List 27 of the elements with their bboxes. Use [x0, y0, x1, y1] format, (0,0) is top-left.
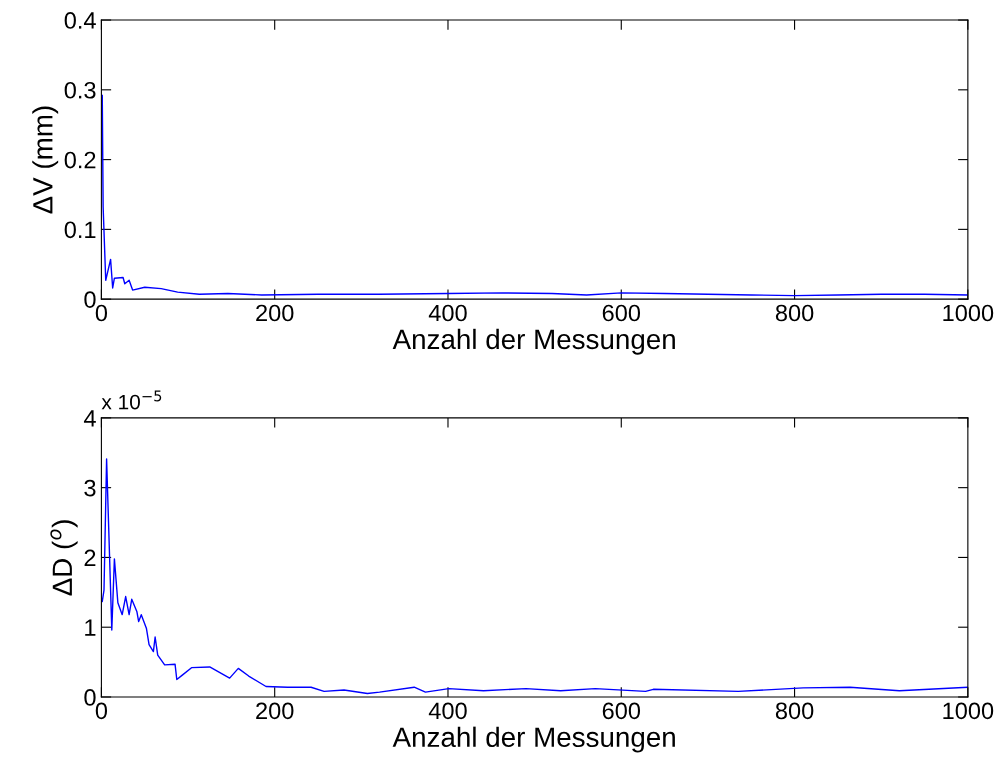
- y-tick-label: 0: [84, 689, 96, 706]
- y-tick-label: 3: [84, 479, 96, 497]
- x-tick-label: 600: [602, 304, 641, 322]
- text: x 10$^{−5}$: [101, 390, 162, 410]
- y-tick-label: 0: [84, 291, 96, 308]
- x-axis-title: Anzahl der Messungen: [392, 328, 675, 355]
- x-tick-label: 0: [95, 304, 108, 322]
- x-tick-label: 400: [428, 304, 467, 322]
- x-tick-label: 800: [775, 304, 814, 322]
- x-tick-label: 600: [602, 702, 641, 720]
- x-tick-label: 0: [95, 702, 108, 720]
- x-tick-label: 400: [428, 702, 467, 720]
- y-axis-title: ΔD ($^{o}$): [50, 520, 78, 596]
- x-tick-label: 800: [775, 702, 814, 720]
- y-tick-label: 0.3: [64, 81, 96, 99]
- x-tick-label: 200: [256, 304, 294, 322]
- x-tick-label: 1000: [943, 702, 994, 720]
- x-tick-label: 200: [256, 702, 294, 720]
- y-tick-label: 4: [83, 410, 96, 427]
- y-tick-label: 0.4: [64, 12, 96, 29]
- y-tick-label: 2: [84, 549, 96, 566]
- x-axis-title: Anzahl der Messungen: [392, 726, 675, 753]
- y-axis-title: ΔV (mm): [32, 106, 59, 214]
- y-tick-label: 0.1: [64, 221, 96, 239]
- y-tick-label: 1: [85, 619, 96, 636]
- x-tick-label: 1000: [943, 304, 994, 322]
- y-tick-label: 0.2: [64, 151, 96, 169]
